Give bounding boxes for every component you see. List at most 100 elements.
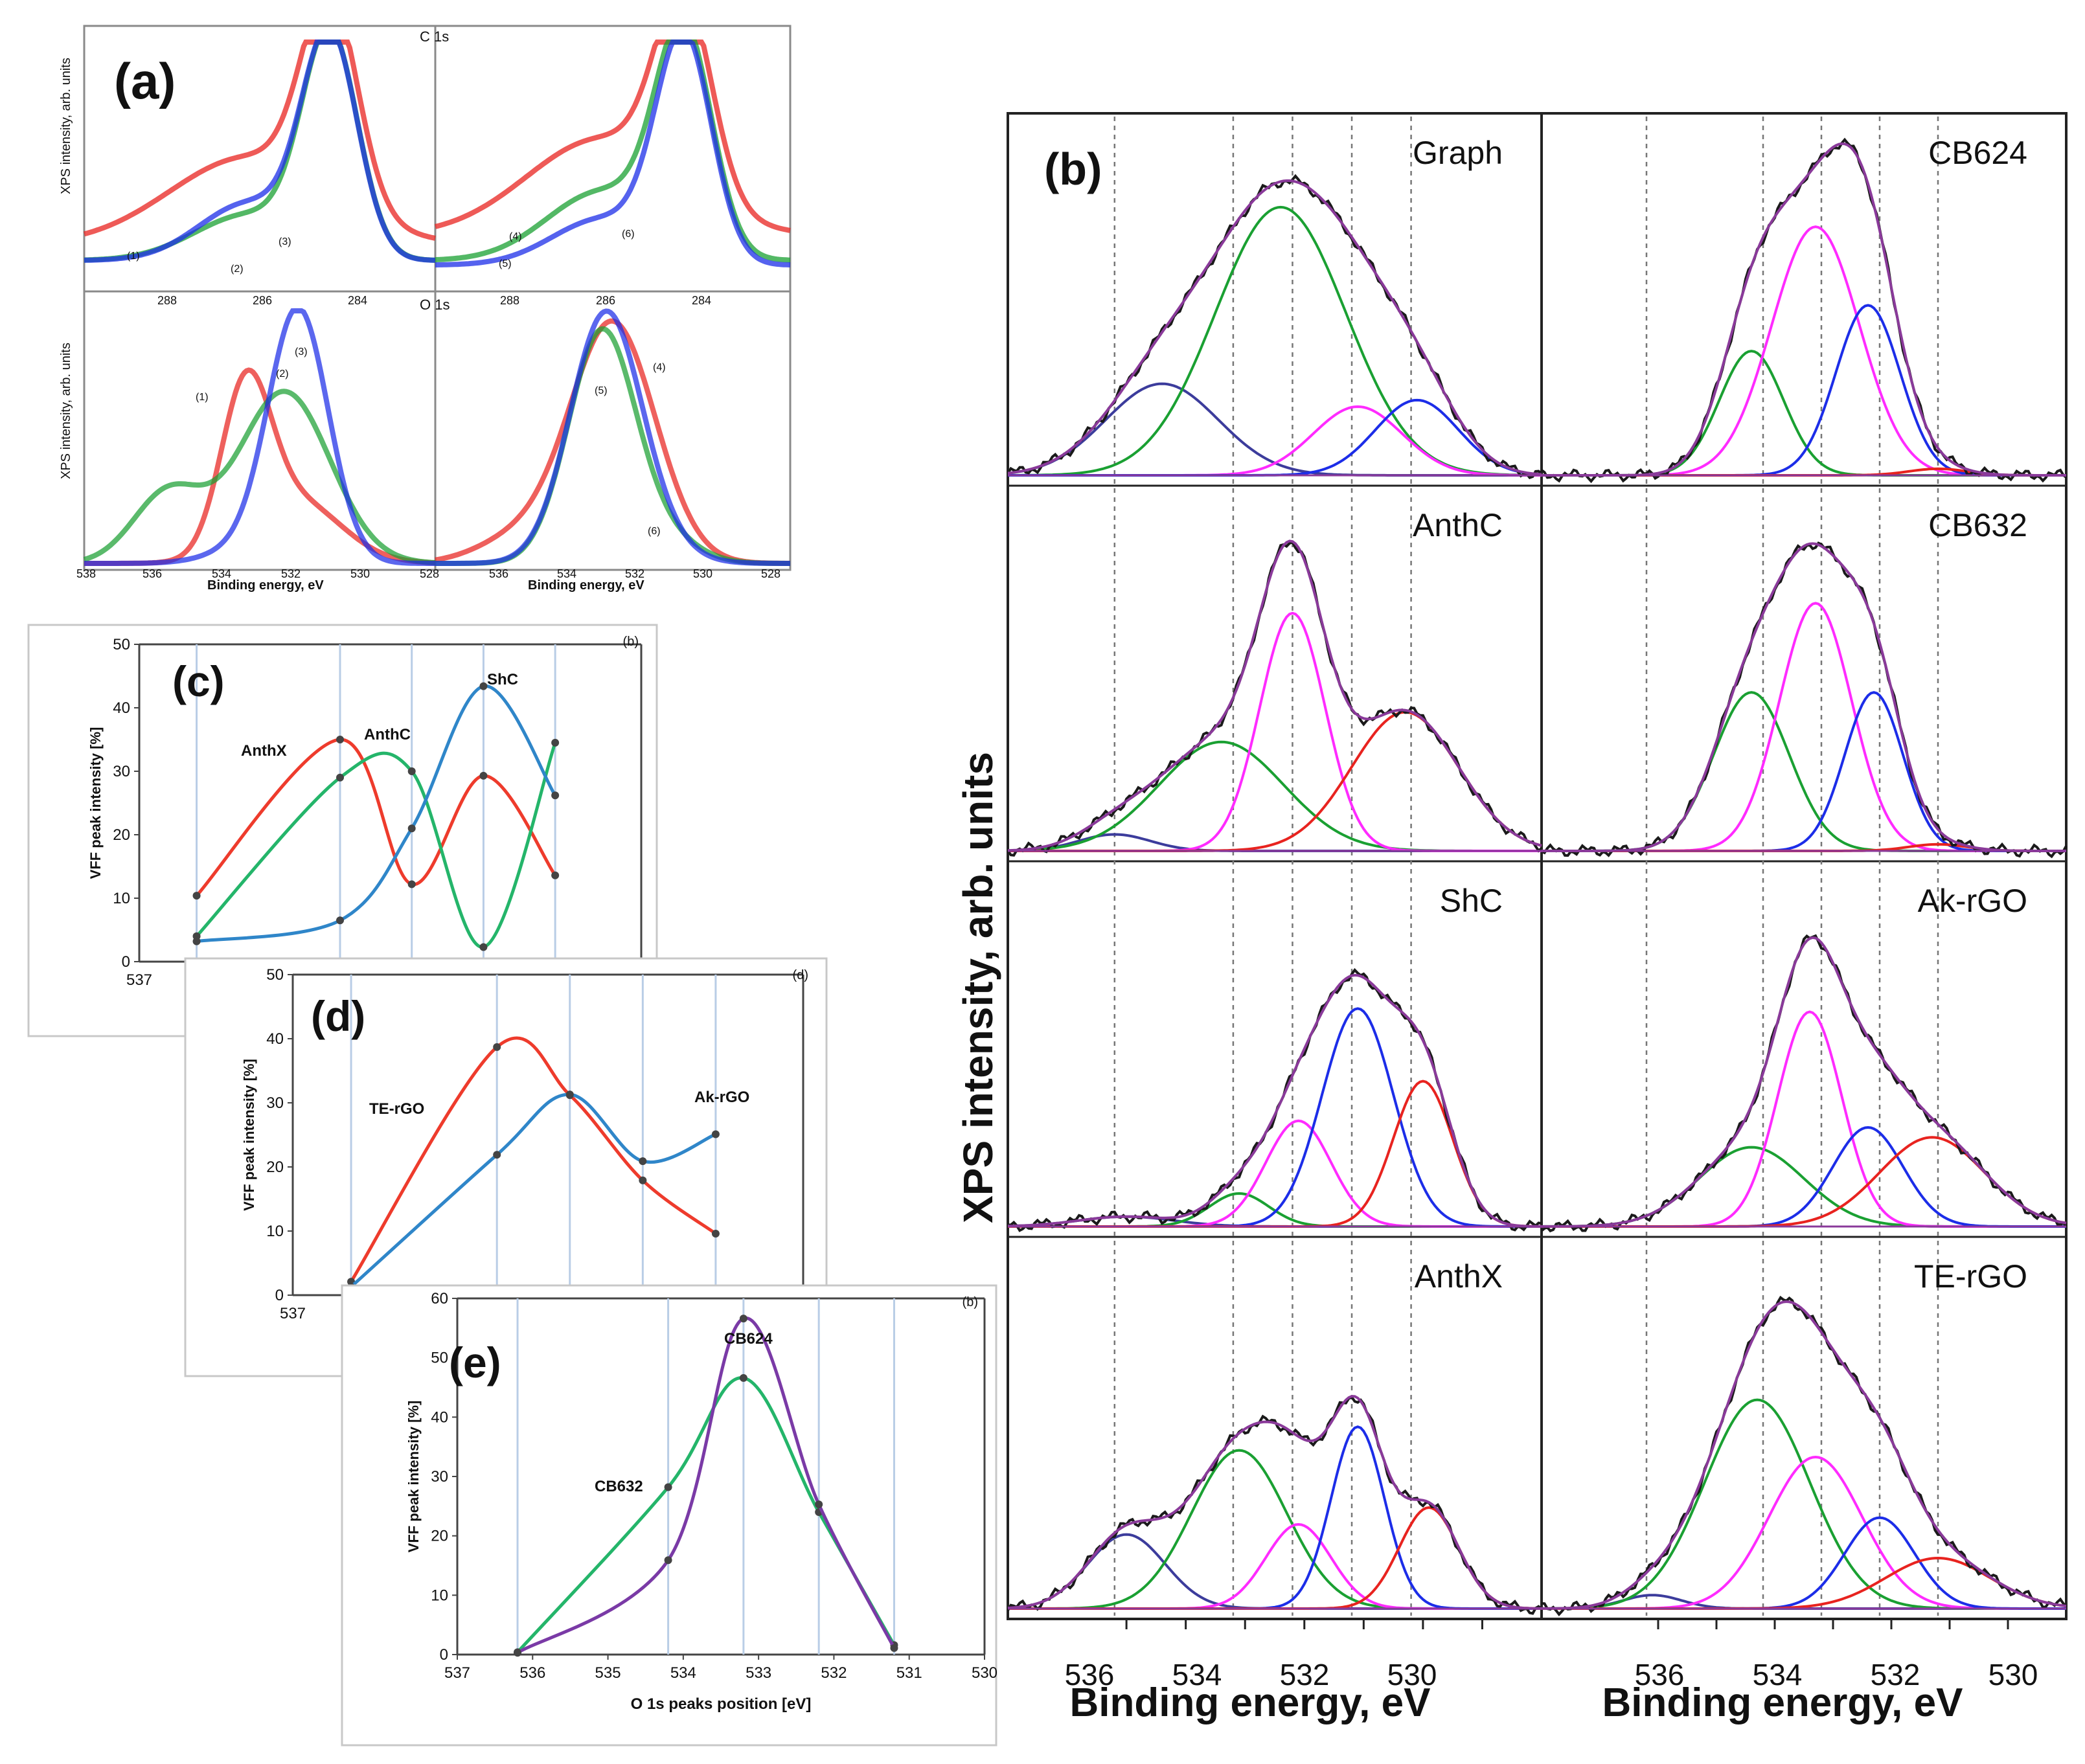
panel-d-point xyxy=(639,1157,647,1166)
panel-e-ytick-label: 20 xyxy=(431,1528,448,1545)
panel-d-ytick-label: 10 xyxy=(266,1223,284,1240)
panel-c-point xyxy=(551,791,560,800)
b-envelope-curve xyxy=(1007,179,1542,476)
panel-a-c1s-label: C 1s xyxy=(420,28,449,45)
panel-c-title: (b) xyxy=(623,635,639,649)
panel-b-label: (b) xyxy=(1044,144,1102,194)
panel-e-xtick-label: 537 xyxy=(444,1664,470,1682)
panel-e-xtick-label: 533 xyxy=(746,1664,771,1682)
panel-d-series-name: TE-rGO xyxy=(369,1100,424,1118)
panel-c-point xyxy=(407,824,416,833)
b-cell-TE-rGO: TE-rGO xyxy=(1541,1258,2068,1617)
a-curve-label: (1) xyxy=(196,392,209,403)
panel-d-point xyxy=(639,1176,647,1184)
panel-d-xtick-label: 537 xyxy=(280,1305,306,1322)
panel-e-xtick-label: 536 xyxy=(519,1664,545,1682)
b-component-magenta xyxy=(1008,405,1542,477)
panel-d-ytick-label: 0 xyxy=(275,1287,284,1304)
a-o1s-tick: 534 xyxy=(557,567,576,580)
b-tick-label: 534 xyxy=(1172,1658,1222,1691)
panel-e-series-name: CB624 xyxy=(724,1330,773,1348)
panel-e-point xyxy=(664,1556,672,1565)
panel-e-xtick-label: 530 xyxy=(972,1664,997,1682)
panel-d-panel-label: (d) xyxy=(311,992,365,1040)
b-experimental-curve xyxy=(1541,541,2068,859)
a-c1s-tick: 288 xyxy=(157,294,177,307)
panel-a-ylabel-top: XPS intensity, arb. units xyxy=(59,58,73,194)
a-o1s-tick: 536 xyxy=(489,567,508,580)
a-o1s-tick: 528 xyxy=(761,567,780,580)
b-component-blue xyxy=(1542,304,2066,477)
b-component-blue xyxy=(1008,1425,1542,1610)
a-curve-label: (3) xyxy=(295,346,308,357)
panel-c-point xyxy=(192,937,201,945)
b-sample-label: CB624 xyxy=(1928,135,2027,171)
panel-d-ytick-label: 30 xyxy=(266,1094,284,1112)
b-component-blue xyxy=(1542,691,2066,852)
panel-c-point xyxy=(479,682,488,690)
b-experimental-curve xyxy=(1007,1395,1543,1615)
panel-c-point xyxy=(551,871,560,879)
b-envelope-curve xyxy=(1542,542,2066,852)
panel-e-ytick-label: 10 xyxy=(431,1587,448,1604)
b-envelope-curve xyxy=(1007,973,1542,1228)
b-experimental-curve xyxy=(1007,967,1542,1232)
a-o1s-curve xyxy=(84,308,435,566)
panel-c-ytick-label: 0 xyxy=(122,953,130,971)
a-c1s-tick: 286 xyxy=(253,294,272,307)
b-component-magenta xyxy=(1008,611,1542,852)
panel-c-series-AnthX xyxy=(195,738,557,897)
panel-e-title: (b) xyxy=(963,1295,978,1309)
b-cell-AnthX: AnthX xyxy=(1007,1258,1543,1615)
a-curve-label: (6) xyxy=(648,526,661,537)
panel-c-xtick-label: 537 xyxy=(126,971,152,989)
panel-c-point xyxy=(336,916,344,925)
panel-c-ytick-label: 30 xyxy=(113,763,130,780)
panel-d-series-TE-rGO xyxy=(349,1036,717,1283)
panel-b: Graph CB624 AnthC CB632 ShC Ak-rGO AnthX TE-rGO… xyxy=(955,112,2068,1725)
b-envelope-curve xyxy=(1007,1395,1542,1610)
panel-c-point xyxy=(336,773,344,782)
panel-e-ytick-label: 30 xyxy=(431,1468,448,1486)
a-c1s-tick: 284 xyxy=(348,294,367,307)
panel-e-series-name: CB632 xyxy=(595,1478,643,1495)
panel-e-ytick-label: 60 xyxy=(431,1290,448,1307)
panel-d-point xyxy=(493,1151,501,1159)
panel-c-point xyxy=(479,771,488,780)
b-experimental-curve xyxy=(1540,137,2068,484)
a-o1s-tick: 536 xyxy=(142,567,162,580)
a-curve-label: (5) xyxy=(499,258,512,269)
panel-e-xtick-label: 531 xyxy=(896,1664,922,1682)
b-experimental-curve xyxy=(1007,540,1543,857)
panel-c-series-name: AnthX xyxy=(241,742,287,760)
b-tick-label: 530 xyxy=(1988,1658,2038,1691)
panel-d-ylabel: VFF peak intensity [%] xyxy=(241,1059,257,1211)
b-sample-label: TE-rGO xyxy=(1914,1258,2027,1295)
panel-e-xtick-label: 532 xyxy=(821,1664,847,1682)
b-frame-right xyxy=(1540,112,2068,1620)
b-tick-label: 536 xyxy=(1065,1658,1115,1691)
panel-c-point xyxy=(407,767,416,775)
b-cell-Ak-rGO: Ak-rGO xyxy=(1540,883,2068,1233)
panel-a-xlabel-left: Binding energy, eV xyxy=(207,578,324,593)
b-tick-label: 532 xyxy=(1871,1658,1920,1691)
b-component-red xyxy=(1008,1080,1542,1228)
panel-d-series-name: Ak-rGO xyxy=(694,1089,749,1106)
b-frame-left xyxy=(1007,112,1543,1620)
panel-e-point xyxy=(514,1649,522,1657)
b-experimental-curve xyxy=(1540,934,2068,1233)
panel-a-label: (a) xyxy=(114,52,176,109)
b-envelope-curve xyxy=(1542,142,2066,477)
b-cell-Graph: Graph xyxy=(1007,135,1543,479)
a-curve-label: (6) xyxy=(622,229,635,240)
panel-e-ylabel: VFF peak intensity [%] xyxy=(405,1401,422,1553)
b-experimental-curve xyxy=(1541,1295,2068,1617)
panel-e-xlabel: O 1s peaks position [eV] xyxy=(631,1695,812,1713)
b-envelope-curve xyxy=(1007,539,1542,852)
panel-e-point xyxy=(739,1374,747,1382)
panel-d-ytick-label: 50 xyxy=(266,966,284,984)
b-sample-label: ShC xyxy=(1440,883,1503,919)
panel-c-series-name: ShC xyxy=(487,671,518,688)
panel-e: 0 10 20 30 40 50 60 537 536 535 534 533 532 531 530 (e)… xyxy=(341,1284,997,1747)
